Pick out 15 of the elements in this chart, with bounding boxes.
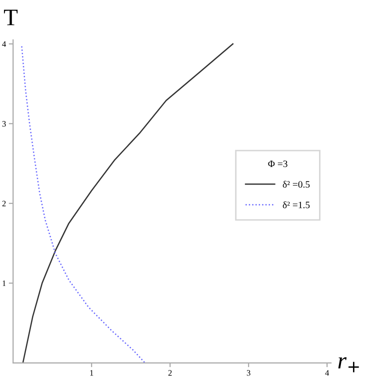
line-series: [21, 46, 146, 363]
y-tick-label: 1: [2, 280, 6, 286]
legend-label: δ² =1.5: [282, 201, 310, 208]
x-tick-label: 1: [90, 370, 94, 376]
x-tick-label: 4: [325, 370, 330, 376]
x-tick-label: 3: [246, 370, 250, 376]
x-axis-title: r$_{+}$: [338, 357, 359, 372]
legend-title: Φ =3: [268, 160, 288, 168]
x-tick-label: 2: [168, 370, 172, 376]
y-axis-title: T: [4, 10, 18, 26]
legend-label: δ² =0.5: [282, 180, 310, 188]
line-series: [22, 43, 234, 363]
y-tick-label: 4: [2, 41, 6, 47]
y-tick-label: 2: [2, 200, 6, 206]
y-tick-label: 3: [2, 121, 6, 127]
